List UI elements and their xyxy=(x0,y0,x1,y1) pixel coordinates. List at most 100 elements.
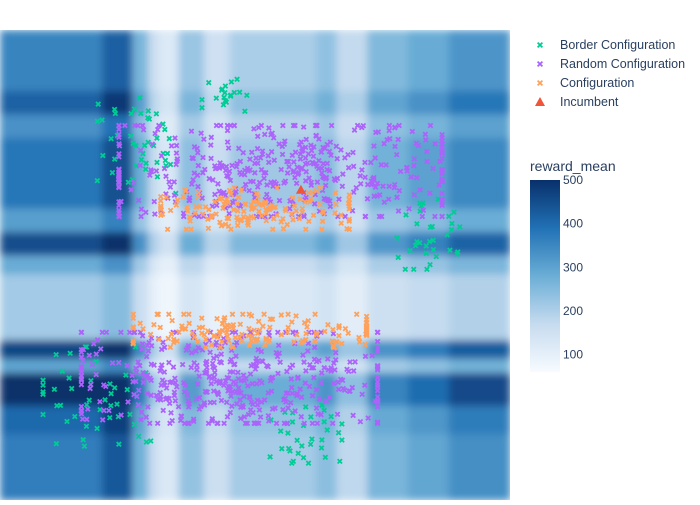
scatter-point xyxy=(285,405,291,411)
scatter-point xyxy=(90,340,97,347)
scatter-point xyxy=(78,354,85,360)
legend-item[interactable]: Border Configuration xyxy=(536,38,676,52)
scatter-point xyxy=(198,330,205,337)
scatter-point xyxy=(207,142,214,148)
scatter-point xyxy=(168,143,175,149)
heatmap-cell xyxy=(448,373,510,407)
scatter-point xyxy=(143,353,150,360)
scatter-point xyxy=(290,216,296,223)
scatter-point xyxy=(397,168,404,175)
scatter-point xyxy=(254,401,261,408)
scatter-point xyxy=(89,361,96,368)
scatter-point xyxy=(253,420,260,426)
scatter-point xyxy=(194,366,200,373)
legend-item[interactable]: Random Configuration xyxy=(536,57,686,71)
scatter-point xyxy=(220,205,226,212)
scatter-point xyxy=(249,333,256,340)
scatter-point xyxy=(414,238,420,245)
scatter-point xyxy=(108,390,114,397)
scatter-point xyxy=(211,365,218,371)
heatmap-cell xyxy=(408,373,450,407)
scatter-point xyxy=(298,413,305,420)
scatter-point xyxy=(283,368,290,375)
scatter-point xyxy=(238,187,245,194)
scatter-point xyxy=(171,389,178,396)
scatter-point xyxy=(229,344,236,351)
scatter-point xyxy=(294,437,300,444)
heatmap-cell xyxy=(367,359,409,374)
heatmap-cell xyxy=(448,406,510,435)
heatmap-cell xyxy=(178,255,205,275)
scatter-point xyxy=(286,205,293,212)
scatter-point xyxy=(237,158,244,165)
scatter-point xyxy=(173,161,180,168)
scatter-point xyxy=(336,324,342,331)
scatter-point xyxy=(350,163,357,170)
scatter-point xyxy=(265,389,272,396)
scatter-point xyxy=(80,346,87,353)
legend-label: Configuration xyxy=(560,76,634,90)
heatmap-cell xyxy=(102,232,134,257)
scatter-point xyxy=(116,172,122,179)
scatter-point xyxy=(321,407,327,414)
scatter-point xyxy=(230,325,237,332)
heatmap-cell xyxy=(204,434,231,500)
scatter-point xyxy=(371,143,377,149)
scatter-point xyxy=(214,315,220,322)
heatmap-cell xyxy=(448,30,510,92)
scatter-point xyxy=(192,210,198,216)
scatter-point xyxy=(374,399,381,405)
scatter-point xyxy=(262,342,268,348)
scatter-points xyxy=(40,76,463,466)
scatter-point xyxy=(109,360,116,366)
scatter-point xyxy=(308,414,314,420)
scatter-point xyxy=(330,360,337,366)
scatter-point xyxy=(255,193,261,200)
scatter-point xyxy=(338,147,344,153)
scatter-point xyxy=(180,193,187,200)
scatter-point xyxy=(226,210,232,217)
scatter-point xyxy=(236,89,243,96)
scatter-point xyxy=(122,122,128,129)
scatter-point xyxy=(302,178,309,184)
scatter-point xyxy=(255,318,262,325)
scatter-point xyxy=(276,197,283,204)
scatter-point xyxy=(330,344,337,351)
scatter-point xyxy=(447,247,453,254)
scatter-point xyxy=(306,218,312,225)
scatter-point xyxy=(345,164,352,171)
scatter-point xyxy=(345,330,352,336)
scatter-point xyxy=(115,359,122,366)
legend-item[interactable]: Incumbent xyxy=(535,95,619,109)
scatter-point xyxy=(301,359,307,365)
legend[interactable]: Border Configuration Random Configuration… xyxy=(535,38,685,109)
scatter-point xyxy=(333,201,339,208)
scatter-point xyxy=(322,454,329,461)
scatter-point xyxy=(212,199,218,205)
scatter-point xyxy=(213,339,220,346)
scatter-point xyxy=(347,359,353,365)
scatter-point xyxy=(102,397,108,403)
scatter-point xyxy=(275,370,281,377)
scatter-point xyxy=(133,369,140,376)
scatter-point xyxy=(319,226,325,233)
heatmap-cell xyxy=(0,274,103,341)
scatter-point xyxy=(116,131,122,138)
scatter-point xyxy=(356,339,363,345)
scatter-point xyxy=(123,372,129,378)
scatter-point xyxy=(426,238,433,245)
scatter-point xyxy=(408,174,414,180)
scatter-point xyxy=(86,397,93,404)
scatter-point xyxy=(154,135,160,141)
scatter-point xyxy=(334,411,341,418)
scatter-point xyxy=(310,212,317,219)
scatter-point xyxy=(195,344,202,351)
scatter-point xyxy=(227,409,234,416)
scatter-point xyxy=(191,144,198,150)
scatter-point xyxy=(321,419,328,425)
scatter-point xyxy=(235,375,242,382)
scatter-point xyxy=(246,187,253,194)
legend-item[interactable]: Configuration xyxy=(536,76,635,90)
scatter-point xyxy=(417,186,423,193)
scatter-point xyxy=(195,183,201,190)
